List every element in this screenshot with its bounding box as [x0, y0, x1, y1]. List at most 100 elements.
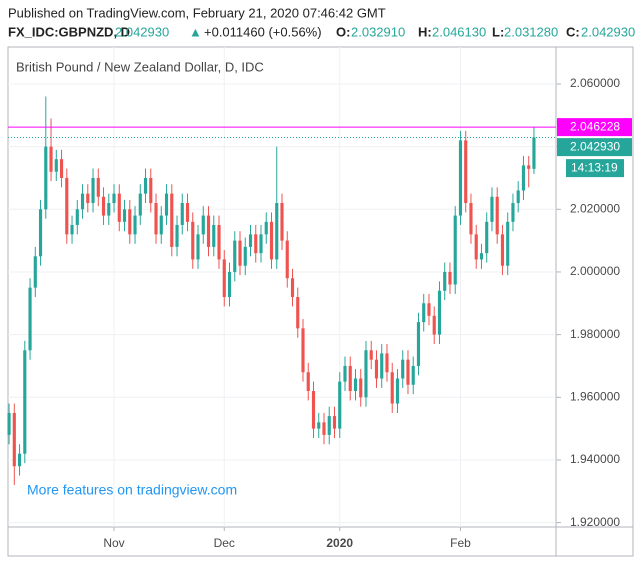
- candle-body: [122, 209, 127, 222]
- candle-body: [411, 365, 415, 385]
- candle-body: [437, 290, 442, 335]
- candle-body: [248, 234, 253, 247]
- candle-body: [38, 209, 43, 257]
- candle-body: [185, 203, 190, 222]
- candle-body: [306, 372, 310, 392]
- candle-body: [453, 215, 457, 285]
- candle-body: [348, 365, 352, 392]
- candle-body: [86, 193, 90, 204]
- candle-body: [511, 203, 515, 222]
- y-tick-label: 2.000000: [570, 264, 620, 278]
- candle-body: [91, 177, 95, 204]
- l-label: L:: [492, 24, 504, 39]
- open: 2.032910: [351, 24, 405, 39]
- candle-body: [233, 240, 237, 272]
- candle-body: [238, 240, 242, 266]
- candle-body: [311, 391, 316, 429]
- candle-body: [180, 203, 184, 225]
- published: Published on TradingView.com, February 2…: [8, 5, 386, 20]
- candle-body: [75, 209, 79, 225]
- candle-body: [44, 146, 48, 210]
- y-tick-label: 1.980000: [570, 327, 620, 341]
- candle-body: [96, 177, 100, 197]
- candle-body: [332, 416, 337, 429]
- candle-body: [59, 159, 64, 178]
- candle-body: [490, 196, 494, 222]
- y-tick-label: 2.060000: [570, 76, 620, 90]
- candle-body: [469, 203, 473, 235]
- chart-title: British Pound / New Zealand Dollar, D, I…: [16, 59, 264, 74]
- candle-body: [28, 287, 32, 351]
- candle-body: [12, 412, 16, 467]
- c-label: C:: [566, 24, 580, 39]
- candle-body: [532, 137, 536, 169]
- candle-body: [243, 246, 247, 266]
- low: 2.031280: [504, 24, 558, 39]
- candle-body: [65, 177, 69, 235]
- candle-body: [201, 215, 205, 235]
- candle-body: [264, 221, 268, 235]
- candle-body: [149, 177, 153, 204]
- change: +0.011460 (+0.56%): [204, 24, 322, 39]
- price-label-box: [557, 118, 632, 137]
- candle-body: [154, 203, 158, 235]
- watermark: More features on tradingview.com: [27, 482, 237, 498]
- candle-body: [117, 193, 121, 222]
- candle-body: [191, 221, 195, 260]
- candle-body: [374, 359, 379, 379]
- candle-body: [327, 416, 331, 435]
- candle-body: [395, 378, 400, 404]
- candle-body: [269, 221, 274, 260]
- candle-body: [54, 159, 58, 172]
- candle-body: [338, 381, 342, 429]
- candle-body: [458, 140, 463, 216]
- candle-body: [385, 353, 389, 373]
- close: 2.042930: [581, 24, 635, 39]
- candle-body: [401, 359, 405, 379]
- candle-body: [138, 193, 142, 216]
- candle-body: [280, 203, 284, 241]
- candle-body: [212, 224, 216, 247]
- candle-body: [33, 256, 37, 288]
- candle-body: [343, 365, 347, 382]
- o-label: O:: [336, 24, 350, 39]
- candle-body: [107, 203, 111, 216]
- price-label-box: [557, 138, 632, 157]
- x-tick-label: Feb: [450, 536, 471, 550]
- candle-body: [290, 278, 295, 298]
- candle-body: [222, 259, 226, 298]
- candle-body: [516, 190, 520, 204]
- candle-body: [416, 322, 421, 366]
- candle-body: [448, 271, 452, 285]
- candle-body: [364, 350, 368, 398]
- candle-body: [227, 271, 232, 298]
- candle-body: [485, 221, 489, 254]
- candle-body: [17, 453, 22, 467]
- candle-body: [406, 359, 410, 385]
- candle-body: [301, 328, 305, 373]
- candle-body: [322, 422, 326, 435]
- high: 2.046130: [432, 24, 486, 39]
- y-tick-label: 2.020000: [570, 201, 620, 215]
- candle-body: [170, 193, 174, 247]
- price-label: 2.042930: [570, 139, 620, 153]
- candle-body: [80, 193, 85, 210]
- candle-body: [217, 224, 221, 260]
- candle-body: [464, 140, 468, 204]
- countdown-box: [566, 159, 624, 178]
- y-tick-label: 1.960000: [570, 389, 620, 403]
- candle-body: [7, 412, 11, 435]
- candle-body: [427, 303, 431, 316]
- countdown: 14:13:19: [571, 160, 618, 174]
- candle-body: [196, 234, 200, 260]
- candle-body: [175, 224, 179, 247]
- y-tick-label: 1.920000: [570, 515, 620, 529]
- candle-body: [101, 196, 106, 216]
- x-tick-label: Dec: [214, 536, 235, 550]
- candle-body: [359, 378, 363, 398]
- y-tick-label: 1.940000: [570, 452, 620, 466]
- price-label: 2.046228: [570, 119, 620, 133]
- candle-body: [495, 196, 499, 235]
- candle-body: [443, 271, 447, 291]
